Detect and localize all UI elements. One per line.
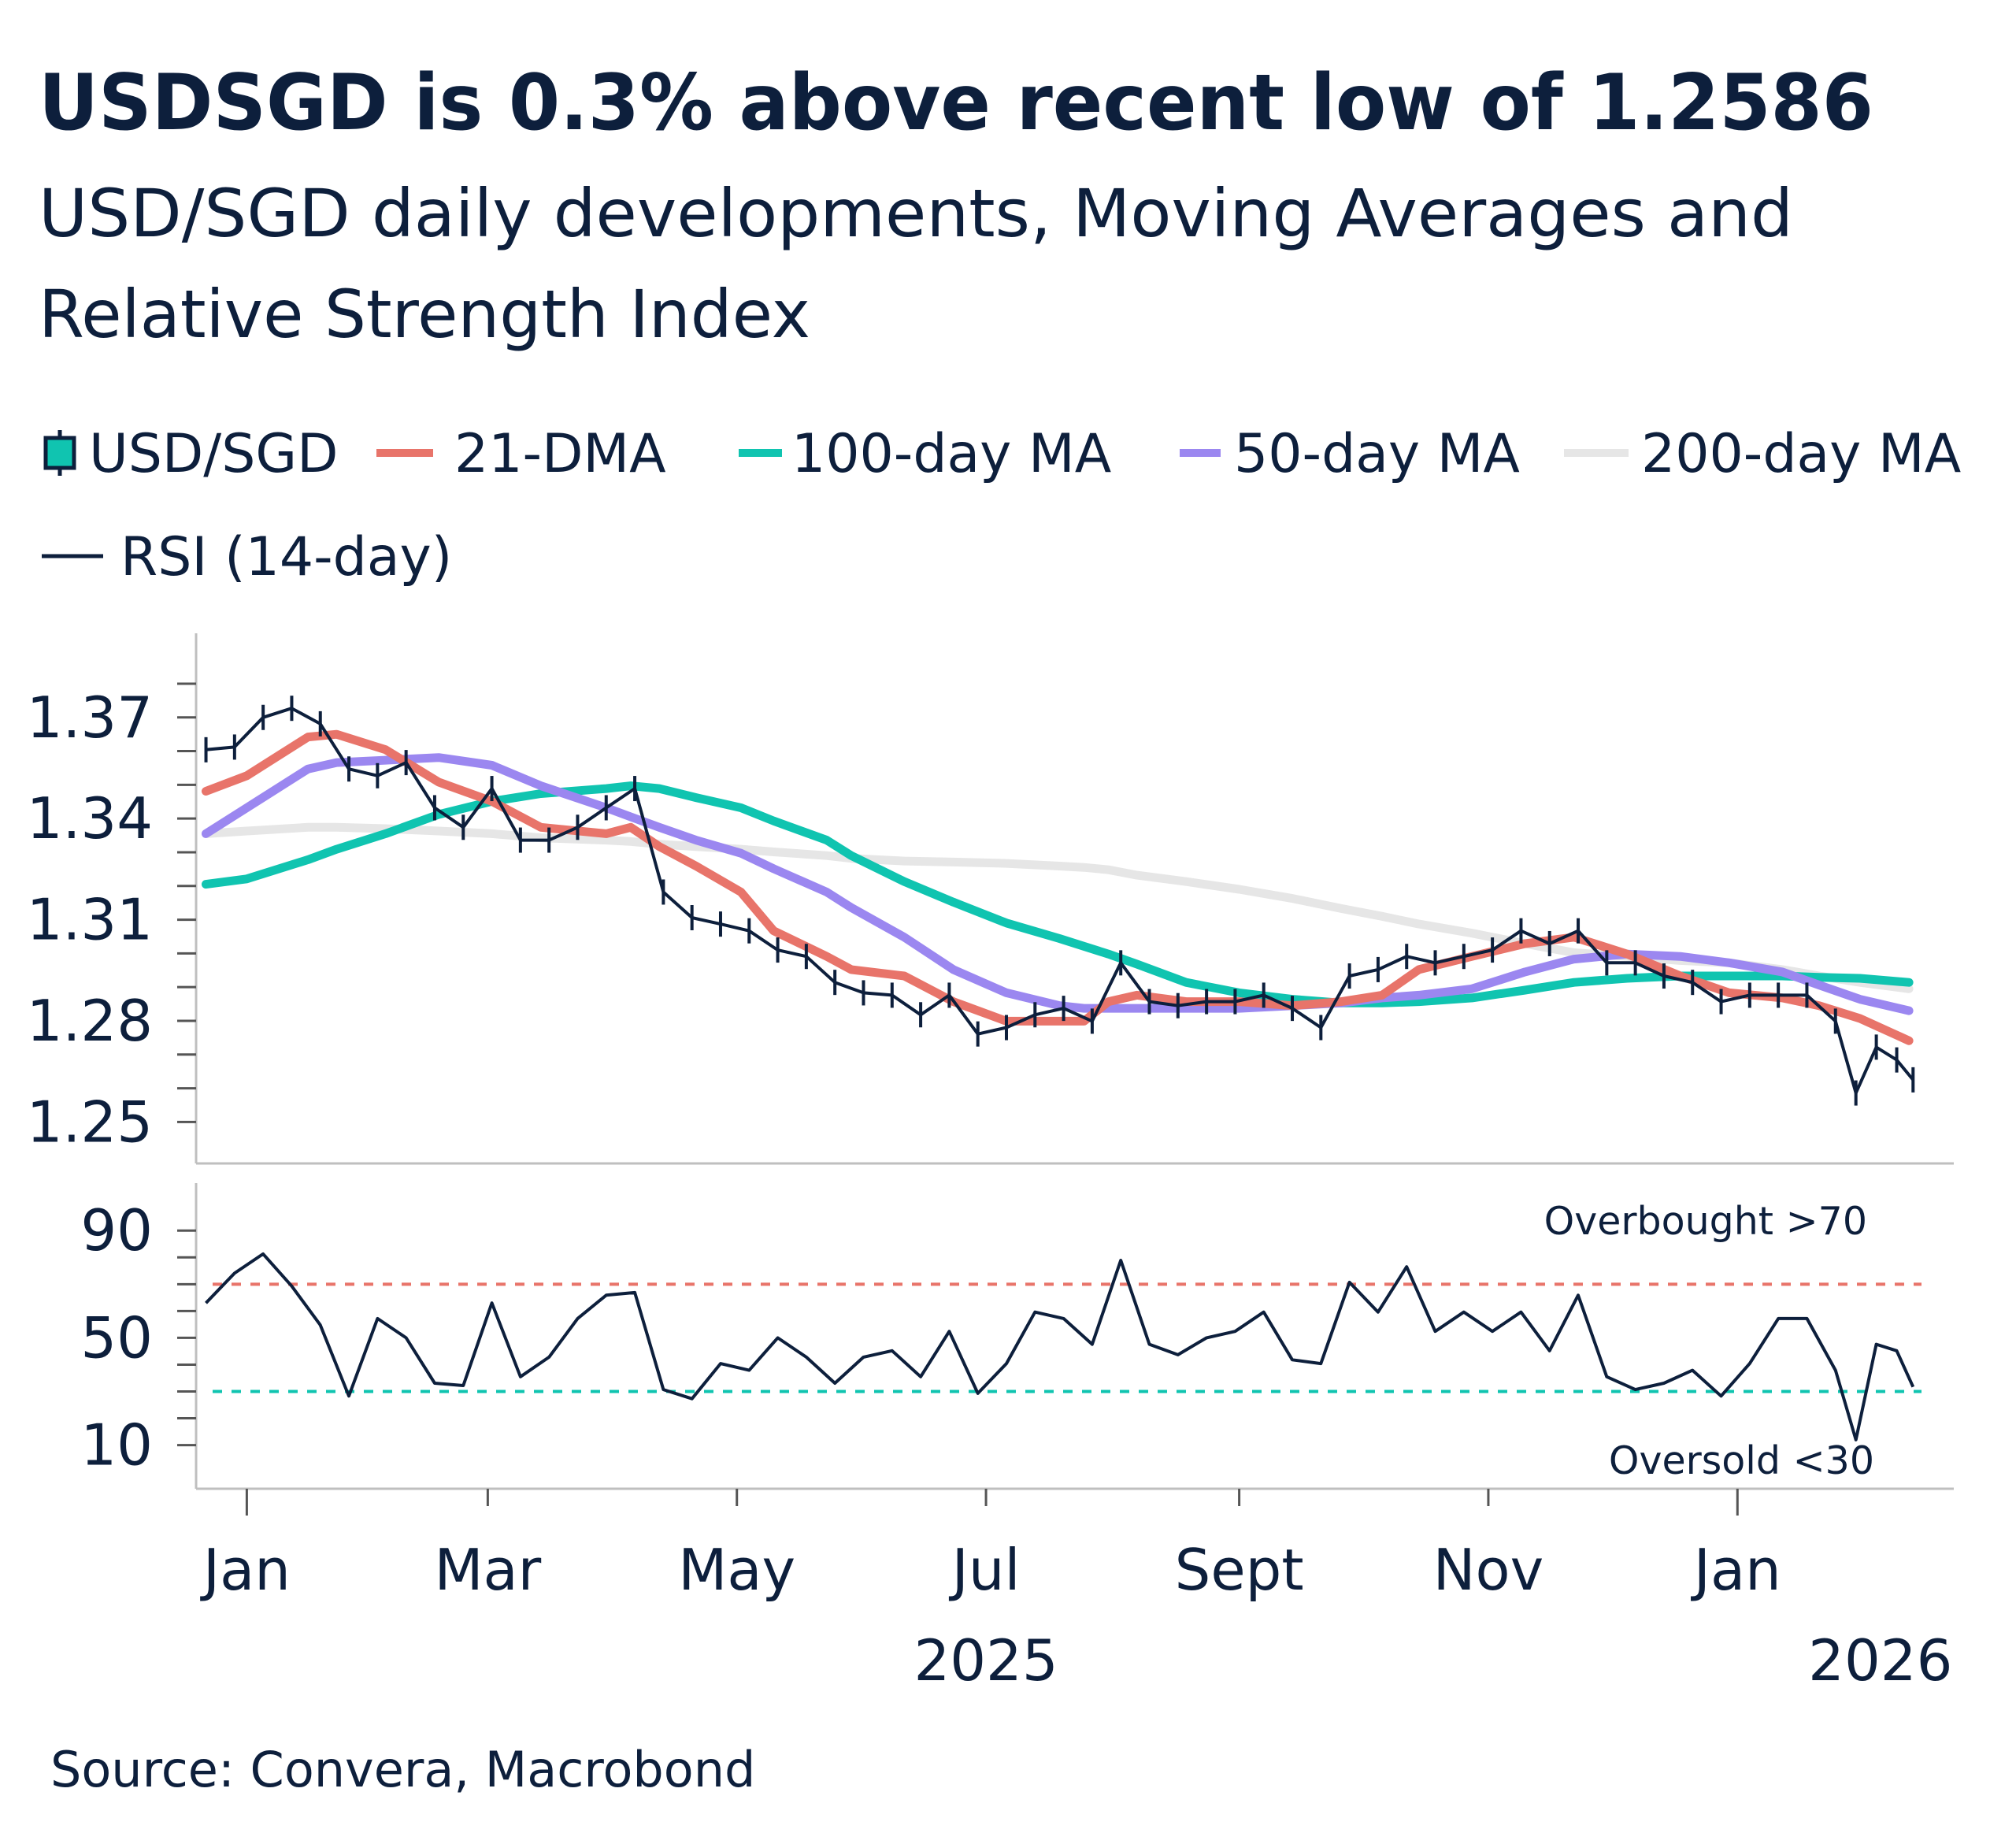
legend-label: 21-DMA bbox=[454, 423, 666, 485]
legend-label: RSI (14-day) bbox=[120, 526, 452, 588]
usdsgd-line bbox=[206, 707, 1914, 1095]
legend-item-21-dma: 21-DMA bbox=[376, 423, 666, 485]
legend-label: 200-day MA bbox=[1641, 423, 1961, 485]
source-note: Source: Convera, Macrobond bbox=[50, 1741, 755, 1798]
x-tick-label: Nov bbox=[1433, 1537, 1544, 1603]
series-ma50 bbox=[202, 753, 1914, 1015]
y-tick-label: 1.25 bbox=[27, 1089, 153, 1155]
legend-item-200-day-ma: 200-day MA bbox=[1564, 423, 1961, 485]
rsi-levels bbox=[213, 1282, 1922, 1393]
legend-label: USD/SGD bbox=[89, 423, 338, 485]
y-tick-label: 1.31 bbox=[27, 887, 153, 953]
x-tick-label: Mar bbox=[434, 1537, 541, 1603]
oversold-label: Oversold <30 bbox=[1609, 1438, 1874, 1483]
legend-label: 100-day MA bbox=[791, 423, 1111, 485]
legend-label: 50-day MA bbox=[1234, 423, 1520, 485]
y-tick-label: 1.37 bbox=[27, 685, 153, 751]
rsi-y-ticks: 10 50 90 bbox=[80, 1197, 196, 1479]
series-dma21 bbox=[202, 729, 1914, 1045]
chart-subtitle-line2: Relative Strength Index bbox=[39, 276, 810, 353]
usdsgd-series bbox=[204, 696, 1915, 1106]
moving-average-lines bbox=[202, 729, 1914, 1045]
legend-item-100-day-ma: 100-day MA bbox=[739, 423, 1111, 485]
y-tick-label: 90 bbox=[80, 1197, 153, 1263]
x-tick-label: Sept bbox=[1175, 1537, 1304, 1603]
rsi-line bbox=[205, 1252, 1915, 1441]
legend-item-usdsgd: USD/SGD bbox=[43, 423, 338, 485]
overbought-label: Overbought >70 bbox=[1544, 1199, 1867, 1244]
x-tick-label: Jul bbox=[949, 1537, 1021, 1603]
x-axis-ticks: Jan Mar May Jul Sept Nov Jan 2025 2026 bbox=[200, 1489, 1952, 1694]
legend-item-50-day-ma: 50-day MA bbox=[1180, 423, 1520, 485]
y-tick-label: 1.28 bbox=[27, 988, 153, 1054]
chart-subtitle-line1: USD/SGD daily developments, Moving Avera… bbox=[39, 175, 1793, 252]
y-tick-label: 10 bbox=[80, 1412, 153, 1479]
year-label: 2025 bbox=[914, 1627, 1058, 1694]
ohlc-bar-icon bbox=[43, 430, 76, 476]
legend-item-rsi: RSI (14-day) bbox=[42, 526, 452, 588]
y-tick-label: 1.34 bbox=[27, 785, 153, 852]
x-tick-label: Jan bbox=[200, 1537, 291, 1603]
x-tick-label: Jan bbox=[1691, 1537, 1781, 1603]
chart-title: USDSGD is 0.3% above recent low of 1.258… bbox=[39, 58, 1873, 148]
series-ma100 bbox=[202, 781, 1914, 1007]
y-tick-label: 50 bbox=[80, 1304, 153, 1371]
rsi-series bbox=[205, 1252, 1915, 1441]
x-tick-label: May bbox=[678, 1537, 795, 1603]
year-label: 2026 bbox=[1808, 1627, 1952, 1694]
legend: USD/SGD 21-DMA 100-day MA 50-day MA 200-… bbox=[42, 423, 1961, 588]
price-y-ticks: 1.25 1.28 1.31 1.34 1.37 bbox=[27, 682, 196, 1155]
